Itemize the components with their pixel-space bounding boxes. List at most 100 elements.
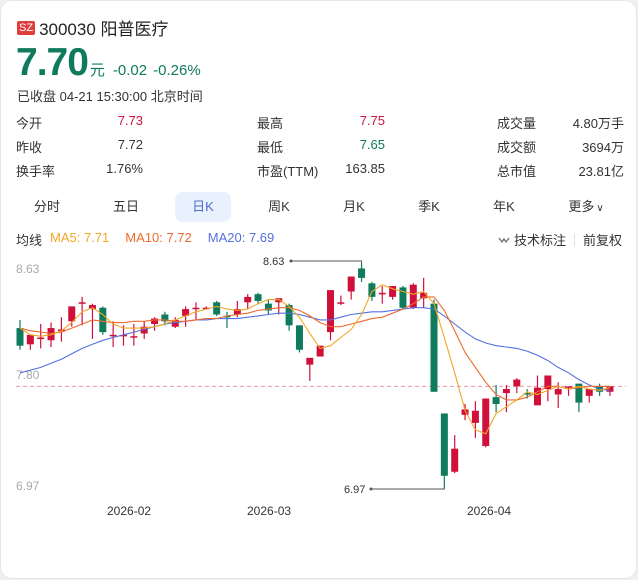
candle-body: [368, 283, 376, 297]
candle-body: [347, 276, 355, 292]
candle-body: [213, 302, 221, 315]
stat-label-pe: 市盈(TTM): [257, 164, 319, 179]
chart-tools: 技术标注 前复权: [498, 230, 622, 249]
candle-body: [440, 413, 448, 476]
candle-body: [151, 318, 159, 324]
candle-body: [254, 294, 262, 301]
tab-intraday[interactable]: 分时: [33, 199, 60, 214]
candle-body: [233, 309, 241, 315]
candle-body: [575, 383, 583, 403]
ma20-value: MA20: 7.69: [207, 230, 275, 245]
candle-body: [295, 325, 303, 350]
stat-value-low: 7.65: [359, 137, 385, 152]
min-annotation-line: [371, 488, 445, 490]
tech-annotation-label: 技术标注: [513, 233, 566, 248]
stat-label-open: 今开: [16, 116, 43, 131]
candle-body: [161, 314, 169, 322]
price-change: -0.02: [112, 62, 148, 79]
ma10-value: MA10: 7.72: [125, 230, 192, 245]
price-change-pct: -0.26%: [153, 62, 201, 79]
candlestick-chart[interactable]: 8.63 7.80 6.97 8.63 6.97: [1, 251, 638, 501]
tab-monthly-k[interactable]: 月K: [343, 199, 365, 214]
candle-body: [523, 393, 531, 395]
candle-body: [337, 302, 345, 304]
candle-body: [389, 286, 397, 297]
period-tabs: 分时 五日 日K 周K 月K 季K 年K 更多 ∨: [1, 192, 638, 222]
y-tick-label: 6.97: [16, 479, 40, 493]
market-status: 已收盘 04-21 15:30:00 北京时间: [17, 89, 203, 104]
stat-value-high: 7.75: [359, 113, 385, 128]
max-annotation-line: [291, 260, 363, 263]
min-annotation-label: 6.97: [344, 484, 365, 496]
chevron-down-icon: ∨: [596, 203, 604, 214]
stat-label-prev-close: 昨收: [16, 140, 43, 155]
x-tick-apr: 2026-04: [467, 504, 512, 518]
candle-body: [471, 410, 479, 423]
candle-body: [358, 268, 366, 278]
tab-five-day[interactable]: 五日: [112, 199, 139, 214]
candle-body: [502, 389, 510, 394]
ma20-line: [19, 307, 610, 391]
stat-value-amount: 3694万: [582, 140, 624, 155]
candle-body: [202, 307, 210, 310]
candle-body: [99, 307, 107, 333]
candle-body: [275, 298, 283, 303]
candle-body: [492, 397, 500, 404]
ma10-line: [19, 296, 610, 401]
candle-body: [420, 292, 428, 299]
ma-label: 均线: [16, 233, 43, 248]
y-tick-label: 8.63: [16, 262, 40, 276]
candle-body: [513, 379, 521, 387]
tab-quarterly-k[interactable]: 季K: [418, 199, 440, 214]
wave-icon: [498, 237, 510, 243]
ma5-line: [19, 284, 611, 435]
candle-body: [306, 357, 314, 365]
candle-body: [37, 337, 45, 340]
stat-label-volume: 成交量: [497, 116, 537, 131]
price-adjust-button[interactable]: 前复权: [582, 233, 622, 248]
x-tick-mar: 2026-03: [247, 504, 292, 518]
y-tick-label: 7.80: [16, 368, 40, 382]
candle-body: [192, 307, 200, 310]
stat-value-prev-close: 7.72: [117, 137, 143, 152]
candle-body: [565, 386, 573, 388]
stat-label-market-cap: 总市值: [497, 164, 537, 179]
candle-body: [171, 319, 179, 327]
candle-body: [88, 305, 96, 310]
candle-body: [430, 303, 438, 392]
price-unit: 元: [89, 62, 105, 79]
tab-weekly-k[interactable]: 周K: [268, 199, 290, 214]
stat-value-volume: 4.80万手: [572, 116, 624, 131]
candle-body: [585, 389, 593, 396]
tab-daily-k[interactable]: 日K: [175, 192, 231, 222]
candle-body: [534, 387, 541, 406]
candle-body: [78, 302, 86, 304]
current-price: 7.70: [16, 41, 89, 84]
candle-body: [327, 290, 334, 333]
max-annotation-dot: [289, 259, 293, 263]
candle-body: [461, 409, 469, 415]
ma5-value: MA5: 7.71: [50, 230, 110, 245]
candle-body: [544, 375, 552, 390]
candle-body: [223, 315, 231, 318]
x-tick-feb: 2026-02: [107, 504, 152, 518]
candle-body: [244, 296, 252, 303]
candle-body: [378, 292, 386, 295]
stat-label-high: 最高: [257, 116, 284, 131]
price-row: 7.70 元 -0.02 -0.26%: [16, 41, 201, 85]
candle-body: [606, 386, 614, 392]
candle-body: [285, 305, 293, 326]
stock-title[interactable]: 300030 阳普医疗: [39, 20, 169, 39]
stat-value-turnover: 1.76%: [106, 161, 143, 176]
tab-yearly-k[interactable]: 年K: [493, 199, 515, 214]
candle-body: [182, 309, 190, 316]
tech-annotation-button[interactable]: 技术标注: [498, 230, 566, 249]
stat-label-low: 最低: [257, 140, 284, 155]
candle-body: [554, 389, 562, 395]
divider: [573, 233, 575, 246]
stat-value-open: 7.73: [117, 113, 143, 128]
min-annotation-dot: [369, 487, 373, 491]
tab-more[interactable]: 更多 ∨: [556, 192, 616, 222]
candle-body: [264, 303, 272, 311]
